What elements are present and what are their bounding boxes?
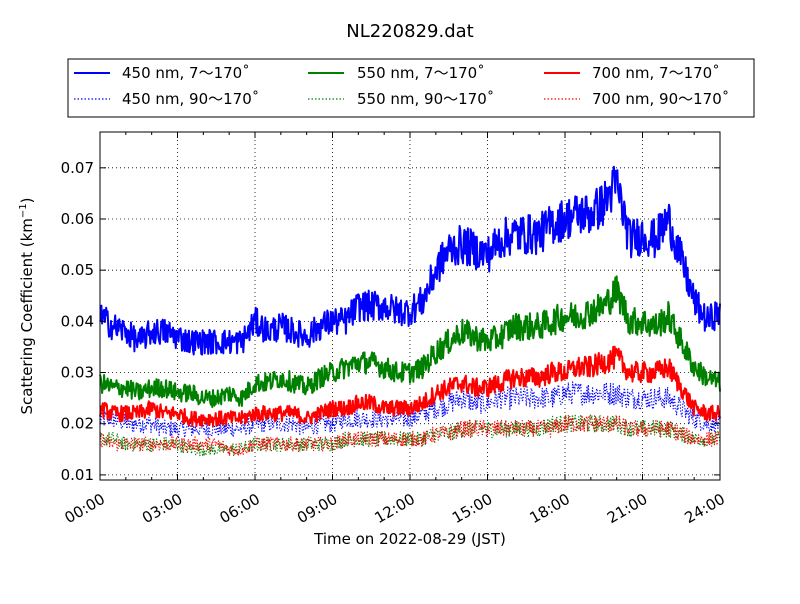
y-tick-label: 0.01 (61, 466, 94, 484)
legend-label: 450 nm, 7～170˚ (122, 64, 250, 82)
legend-label: 550 nm, 90～170˚ (357, 90, 494, 108)
y-tick-label: 0.02 (61, 415, 94, 433)
y-tick-labels: 0.01 0.02 0.03 0.04 0.05 0.06 0.07 (61, 159, 94, 484)
y-tick-label: 0.05 (61, 261, 94, 279)
grid-lines (100, 132, 720, 480)
x-tick-label: 00:00 (62, 490, 108, 527)
chart-title: NL220829.dat (346, 21, 473, 42)
series-lines (99, 165, 721, 457)
y-tick-label: 0.04 (61, 312, 94, 330)
y-tick-label: 0.07 (61, 159, 94, 177)
axis-ticks (99, 132, 721, 480)
x-tick-label: 21:00 (604, 490, 650, 527)
legend-box (67, 58, 755, 118)
series-line (99, 381, 721, 439)
y-axis-label-end: ) (18, 197, 36, 203)
y-axis-label-main: Scattering Coefficient (km (18, 218, 36, 414)
x-tick-label: 06:00 (217, 490, 263, 527)
x-tick-label: 03:00 (139, 490, 185, 527)
series-line (99, 414, 721, 457)
x-tick-labels: 00:00 03:00 06:00 09:00 12:00 15:00 18:00 21:00… (62, 490, 728, 527)
y-axis-label: Scattering Coefficient (km−1) (18, 197, 36, 414)
series-line (99, 275, 721, 409)
x-axis-label: Time on 2022-08-29 (JST) (313, 530, 506, 548)
x-tick-label: 12:00 (372, 490, 418, 527)
legend-label: 700 nm, 7～170˚ (592, 64, 720, 82)
y-axis-label-sup: −1 (18, 203, 29, 218)
legend-label: 550 nm, 7～170˚ (357, 64, 485, 82)
legend-label: 700 nm, 90～170˚ (592, 90, 729, 108)
series-line (99, 345, 721, 428)
legend-label: 450 nm, 90～170˚ (122, 90, 259, 108)
legend: 450 nm, 7～170˚ 450 nm, 90～170˚ 550 nm, 7～1… (67, 58, 755, 118)
series-line (99, 414, 721, 457)
y-tick-label: 0.03 (61, 364, 94, 382)
x-tick-label: 09:00 (294, 490, 340, 527)
y-tick-label: 0.06 (61, 210, 94, 228)
x-tick-label: 15:00 (449, 490, 495, 527)
series-line (99, 165, 721, 356)
x-tick-label: 18:00 (527, 490, 573, 527)
x-tick-label: 24:00 (682, 490, 728, 527)
